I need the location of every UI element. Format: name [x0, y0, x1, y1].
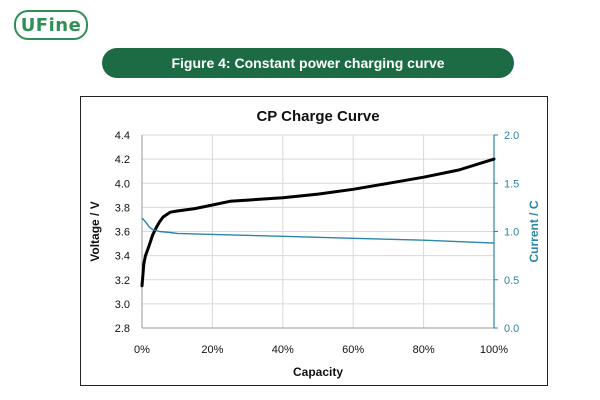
y-tick-label: 3.4 [115, 251, 130, 263]
logo-text: UFine [20, 14, 82, 36]
y-tick-label: 3.0 [115, 299, 130, 311]
y2-tick-label: 1.0 [504, 227, 519, 239]
y2-tick-label: 2.0 [504, 130, 519, 142]
figure-title: Figure 4: Constant power charging curve [171, 55, 445, 71]
y2-tick-label: 1.5 [504, 178, 519, 190]
voltage-series-line [140, 157, 496, 288]
x-tick-label: 40% [272, 344, 294, 356]
x-tick-label: 60% [342, 344, 364, 356]
y-tick-label: 4.4 [115, 130, 130, 142]
y2-tick-label: 0.5 [504, 275, 519, 287]
figure-title-banner: Figure 4: Constant power charging curve [102, 48, 514, 78]
ufine-logo: UFine [14, 10, 88, 40]
x-axis-label: Capacity [293, 365, 343, 379]
x-tick-label: 100% [480, 344, 508, 356]
y-tick-label: 4.2 [115, 154, 130, 166]
y-tick-label: 3.6 [115, 227, 130, 239]
y2-axis-label: Current / C [527, 200, 541, 262]
y2-tick-label: 0.0 [504, 323, 519, 335]
y-tick-label: 4.0 [115, 178, 130, 190]
current-series-line [141, 217, 495, 244]
chart-frame: CP Charge Curve 4.4 4.2 4.0 3.8 3.6 3.4 3.2 3.0 2… [80, 96, 548, 386]
x-tick-label: 20% [201, 344, 223, 356]
cp-charge-chart: CP Charge Curve 4.4 4.2 4.0 3.8 3.6 3.4 3.2 3.0 2… [88, 108, 541, 379]
y-tick-label: 3.8 [115, 202, 130, 214]
y-axis-label: Voltage / V [88, 201, 102, 261]
y-tick-label: 3.2 [115, 275, 130, 287]
x-tick-label: 0% [134, 344, 150, 356]
x-tick-label: 80% [413, 344, 435, 356]
chart-title: CP Charge Curve [256, 108, 379, 125]
y-tick-label: 2.8 [115, 323, 130, 335]
